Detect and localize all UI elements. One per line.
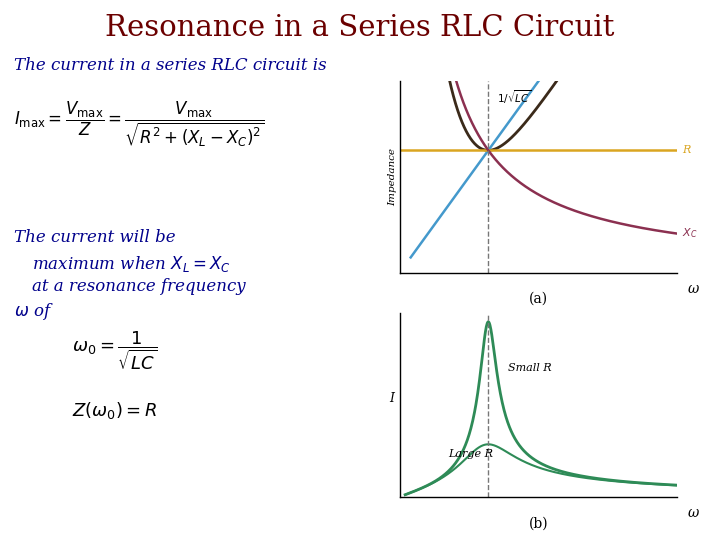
Text: $\omega_0 = \dfrac{1}{\sqrt{LC}}$: $\omega_0 = \dfrac{1}{\sqrt{LC}}$	[72, 329, 157, 372]
Text: (a): (a)	[528, 292, 548, 306]
Text: at a resonance frequency: at a resonance frequency	[32, 278, 246, 294]
Text: $Z(\omega_0) = R$: $Z(\omega_0) = R$	[72, 400, 157, 421]
Text: Small R: Small R	[508, 363, 552, 373]
Text: R: R	[683, 145, 690, 156]
Y-axis label: Impedance: Impedance	[388, 148, 397, 206]
Text: The current will be: The current will be	[14, 230, 176, 246]
Y-axis label: I: I	[389, 392, 394, 405]
Text: Resonance in a Series RLC Circuit: Resonance in a Series RLC Circuit	[105, 14, 615, 42]
Text: The current in a series RLC circuit is: The current in a series RLC circuit is	[14, 57, 327, 73]
Text: $\omega$ of: $\omega$ of	[14, 301, 54, 322]
Text: ω: ω	[688, 506, 699, 520]
Text: $I_{\rm max} = \dfrac{V_{\rm max}}{Z} = \dfrac{V_{\rm max}}{\sqrt{R^2 + (X_L - X: $I_{\rm max} = \dfrac{V_{\rm max}}{Z} = …	[14, 100, 266, 150]
Text: Large R: Large R	[449, 449, 493, 460]
Text: $X_C$: $X_C$	[683, 227, 698, 240]
Text: maximum when $X_L = X_C$: maximum when $X_L = X_C$	[32, 254, 231, 274]
Text: ω: ω	[688, 282, 699, 296]
Text: $1/\sqrt{LC}$: $1/\sqrt{LC}$	[497, 89, 531, 106]
Text: (b): (b)	[528, 517, 548, 531]
